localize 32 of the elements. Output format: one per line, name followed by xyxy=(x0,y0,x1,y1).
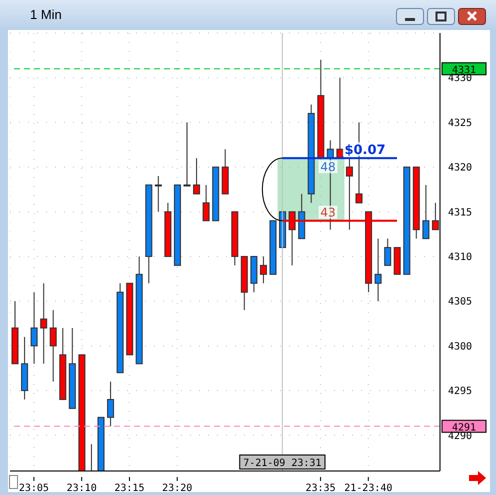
y-tick-label: 4315 xyxy=(448,207,472,218)
y-tick-label: 4325 xyxy=(448,118,472,129)
x-tick-label: 23:15 xyxy=(114,483,144,494)
annotation: 7-21-09 23:31 xyxy=(243,458,322,469)
annotation: $0.07 xyxy=(344,143,386,158)
x-tick-label: 23:10 xyxy=(66,483,97,494)
candlestick xyxy=(30,292,38,364)
candlestick xyxy=(384,238,392,266)
y-tick-label: 4295 xyxy=(448,386,472,398)
annotation: 48 xyxy=(320,160,336,174)
candlestick xyxy=(107,381,114,427)
y-tick-label: 4305 xyxy=(448,296,472,308)
x-tick-label: 23:35 xyxy=(306,483,336,494)
chart-title: 1 Min xyxy=(30,7,62,22)
candlestick xyxy=(193,158,200,194)
candlestick xyxy=(432,202,439,230)
candlestick xyxy=(184,122,190,186)
annotation: 43 xyxy=(320,206,336,220)
candlestick xyxy=(40,282,48,364)
y-tick-label: 4300 xyxy=(448,341,472,352)
x-tick-label: 21-23:40 xyxy=(344,483,392,494)
candlestick xyxy=(260,256,267,284)
candlestick xyxy=(154,176,162,212)
x-tick-label: 23:05 xyxy=(18,483,49,494)
x-tick-label: 23:20 xyxy=(162,483,192,494)
candlestick xyxy=(422,184,430,240)
y-tick-label: 4310 xyxy=(448,252,472,264)
candlestick xyxy=(202,184,210,222)
candlestick xyxy=(346,158,353,230)
y-tick-label: 4320 xyxy=(448,162,472,174)
candlestick xyxy=(374,238,382,302)
candlestick xyxy=(50,310,57,382)
